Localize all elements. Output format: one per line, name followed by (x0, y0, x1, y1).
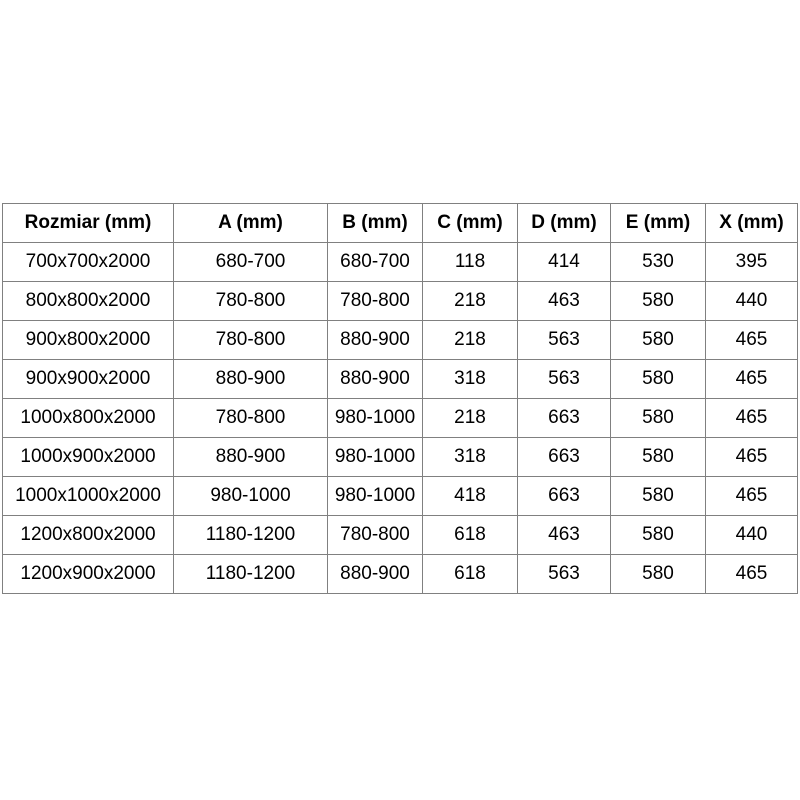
table-cell: 1000x1000x2000 (2, 476, 174, 516)
table-cell: 440 (705, 515, 798, 555)
table-cell: 1180-1200 (173, 554, 328, 594)
table-cell: 580 (610, 476, 706, 516)
column-header: X (mm) (705, 203, 798, 243)
table-cell: 563 (517, 554, 611, 594)
table-cell: 463 (517, 281, 611, 321)
table-cell: 218 (422, 281, 518, 321)
column-header: E (mm) (610, 203, 706, 243)
column-header: D (mm) (517, 203, 611, 243)
table-cell: 465 (705, 554, 798, 594)
table-cell: 800x800x2000 (2, 281, 174, 321)
table-row: 1000x800x2000 780-800 980-1000 218 663 580 465 (2, 398, 798, 438)
table-cell: 563 (517, 359, 611, 399)
table-cell: 680-700 (327, 242, 423, 282)
table-cell: 580 (610, 515, 706, 555)
table-cell: 980-1000 (327, 398, 423, 438)
table-cell: 1000x900x2000 (2, 437, 174, 477)
column-header: C (mm) (422, 203, 518, 243)
table-cell: 440 (705, 281, 798, 321)
table-cell: 530 (610, 242, 706, 282)
table-cell: 465 (705, 398, 798, 438)
table-cell: 618 (422, 554, 518, 594)
table-cell: 218 (422, 398, 518, 438)
table-cell: 880-900 (327, 554, 423, 594)
table-row: 800x800x2000 780-800 780-800 218 463 580 440 (2, 281, 798, 321)
size-spec-table: Rozmiar (mm) A (mm) B (mm) C (mm) D (mm) E (m… (2, 203, 798, 594)
column-header: Rozmiar (mm) (2, 203, 174, 243)
table-cell: 465 (705, 320, 798, 360)
table-cell: 680-700 (173, 242, 328, 282)
table-cell: 900x900x2000 (2, 359, 174, 399)
table-cell: 700x700x2000 (2, 242, 174, 282)
table-cell: 663 (517, 437, 611, 477)
table-cell: 465 (705, 437, 798, 477)
table-cell: 580 (610, 398, 706, 438)
table-cell: 980-1000 (327, 476, 423, 516)
table-cell: 780-800 (173, 320, 328, 360)
table-cell: 580 (610, 554, 706, 594)
table-cell: 580 (610, 437, 706, 477)
table-row: 1200x900x2000 1180-1200 880-900 618 563 580 46… (2, 554, 798, 594)
table-cell: 880-900 (173, 437, 328, 477)
table-cell: 780-800 (173, 281, 328, 321)
table-cell: 395 (705, 242, 798, 282)
table-cell: 463 (517, 515, 611, 555)
table-row: 1000x900x2000 880-900 980-1000 318 663 580 465 (2, 437, 798, 477)
table-cell: 780-800 (327, 515, 423, 555)
table-cell: 580 (610, 320, 706, 360)
table-row: 900x900x2000 880-900 880-900 318 563 580 465 (2, 359, 798, 399)
table-cell: 663 (517, 476, 611, 516)
table-cell: 880-900 (173, 359, 328, 399)
table-cell: 1200x800x2000 (2, 515, 174, 555)
table-cell: 318 (422, 437, 518, 477)
table-row: 1000x1000x2000 980-1000 980-1000 418 663 580 4… (2, 476, 798, 516)
table-body: 700x700x2000 680-700 680-700 118 414 530 395 80… (2, 242, 798, 594)
table-cell: 580 (610, 359, 706, 399)
table-cell: 900x800x2000 (2, 320, 174, 360)
table-cell: 880-900 (327, 320, 423, 360)
table-cell: 1180-1200 (173, 515, 328, 555)
table-row: 900x800x2000 780-800 880-900 218 563 580 465 (2, 320, 798, 360)
table-cell: 618 (422, 515, 518, 555)
column-header: A (mm) (173, 203, 328, 243)
table-cell: 663 (517, 398, 611, 438)
table-row: 1200x800x2000 1180-1200 780-800 618 463 580 44… (2, 515, 798, 555)
table-cell: 980-1000 (327, 437, 423, 477)
table-cell: 563 (517, 320, 611, 360)
table-row: 700x700x2000 680-700 680-700 118 414 530 395 (2, 242, 798, 282)
table-cell: 218 (422, 320, 518, 360)
table-cell: 465 (705, 359, 798, 399)
table-cell: 580 (610, 281, 706, 321)
table-cell: 980-1000 (173, 476, 328, 516)
table-cell: 1200x900x2000 (2, 554, 174, 594)
table-cell: 880-900 (327, 359, 423, 399)
table-header-row: Rozmiar (mm) A (mm) B (mm) C (mm) D (mm) E (m… (2, 203, 798, 243)
table-cell: 118 (422, 242, 518, 282)
table-cell: 418 (422, 476, 518, 516)
table-cell: 414 (517, 242, 611, 282)
table-cell: 780-800 (327, 281, 423, 321)
column-header: B (mm) (327, 203, 423, 243)
table-cell: 780-800 (173, 398, 328, 438)
table-cell: 1000x800x2000 (2, 398, 174, 438)
table-cell: 318 (422, 359, 518, 399)
table-cell: 465 (705, 476, 798, 516)
